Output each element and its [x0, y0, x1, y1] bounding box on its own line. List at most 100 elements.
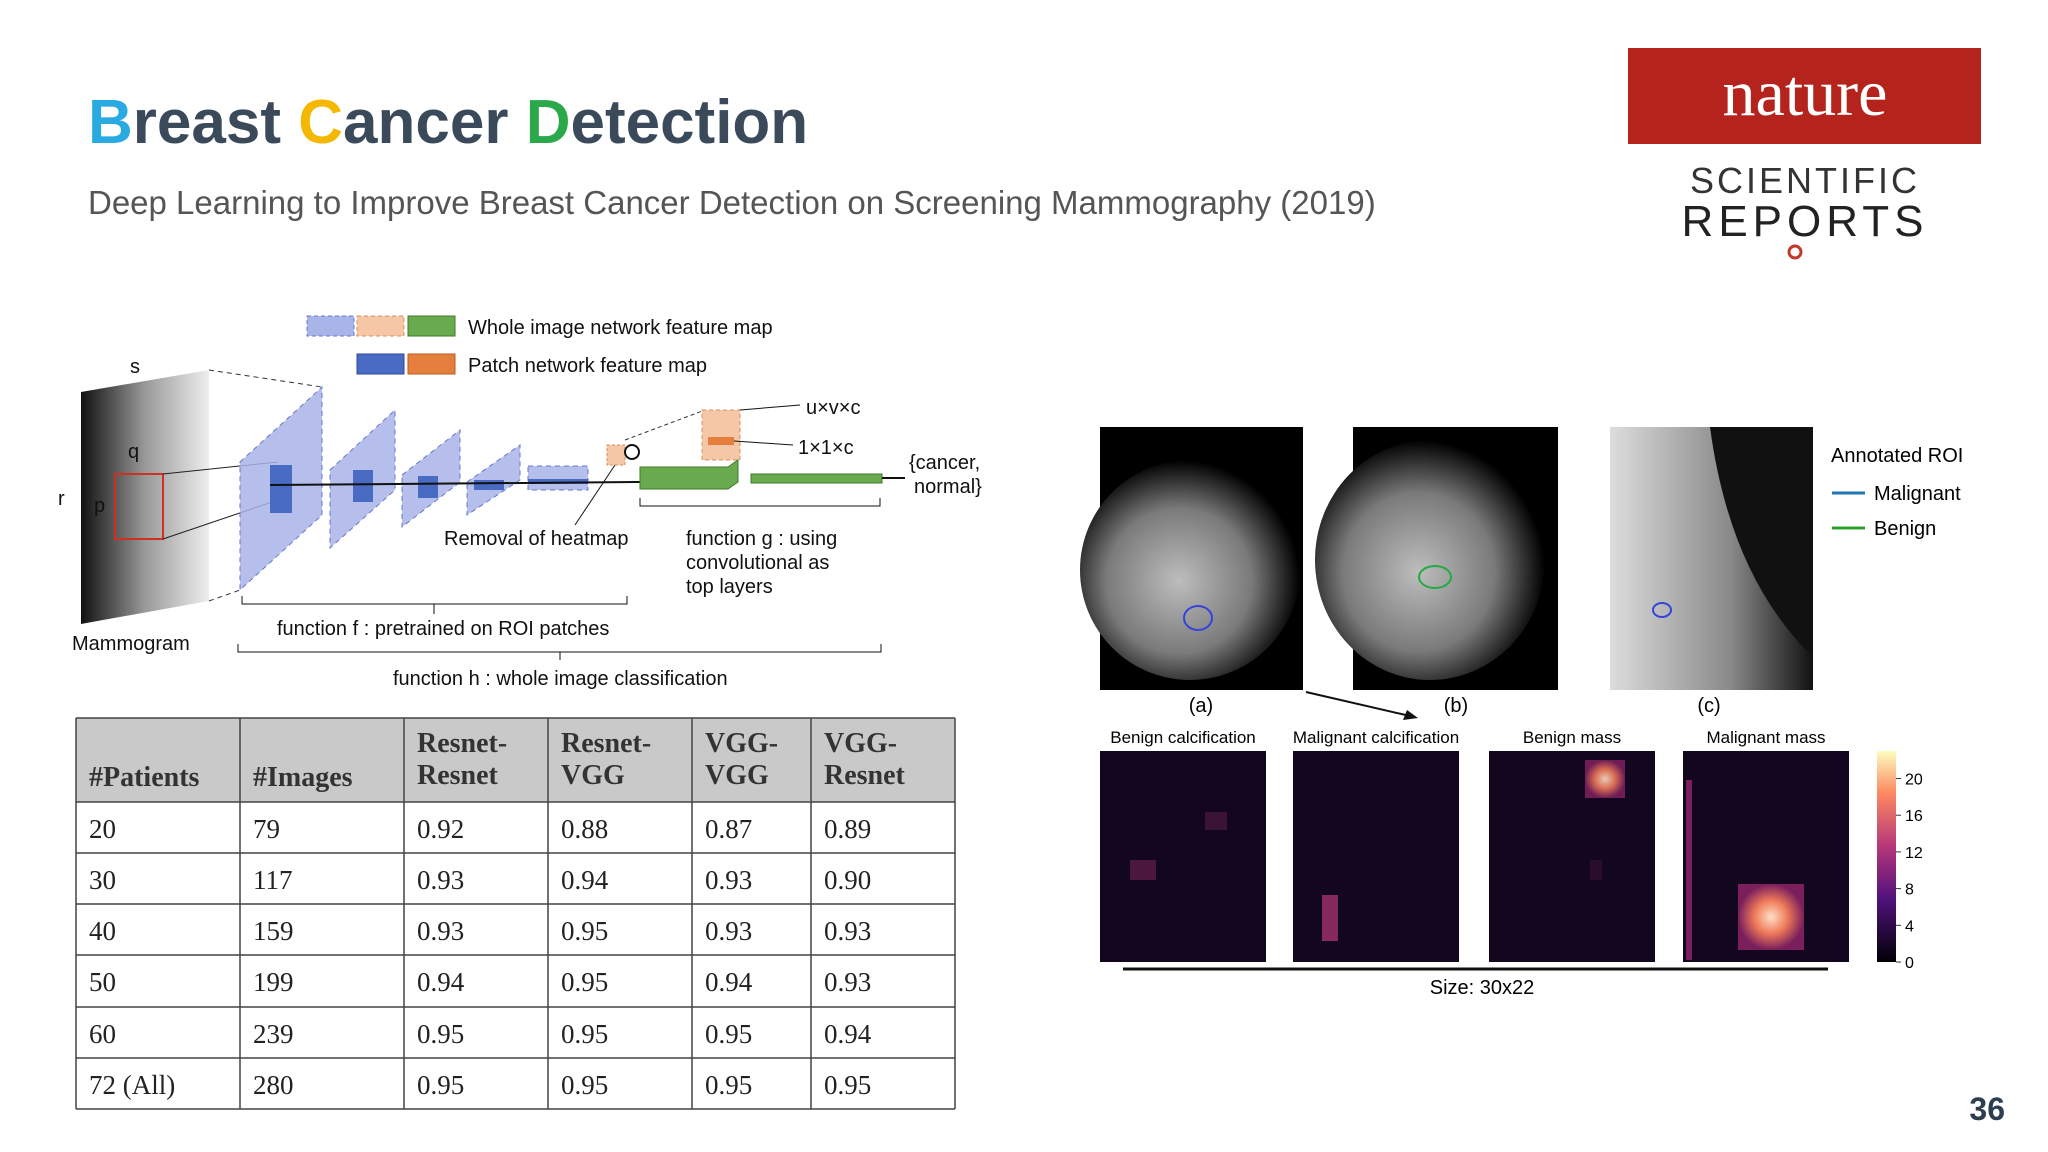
heatmap-block [701, 409, 741, 461]
heatmap-block [606, 444, 626, 466]
table-cell: 0.95 [561, 967, 608, 997]
patch-block [528, 479, 588, 484]
table-header-cell: Resnet- [417, 728, 507, 759]
table-cell: 0.87 [705, 814, 752, 844]
legend-swatch [407, 315, 456, 337]
table-header-cell: VGG [705, 760, 769, 791]
label: Mammogram [72, 633, 190, 655]
table-cell: 239 [253, 1019, 294, 1049]
table-cell: 0.95 [705, 1070, 752, 1100]
arrow [1305, 691, 1411, 717]
heatmap-title: Malignant calcification [1293, 728, 1459, 747]
subtitle: Deep Learning to Improve Breast Cancer D… [88, 184, 1376, 221]
logo-gear [1787, 244, 1803, 260]
label: u×v×c [806, 397, 860, 419]
table-cell: 72 (All) [89, 1070, 175, 1100]
title-part: D [526, 88, 571, 157]
roi-benign [1418, 565, 1452, 589]
patch-slice [708, 437, 734, 445]
table-cell: 280 [253, 1070, 294, 1100]
magnifier [624, 444, 640, 460]
top-layer [750, 473, 883, 484]
roi-malignant [1652, 602, 1672, 618]
table-cell: 0.95 [561, 1070, 608, 1100]
label: normal} [914, 476, 982, 498]
legend-swatch [407, 353, 456, 375]
label: convolutional as [686, 552, 829, 574]
table-cell: 0.95 [417, 1070, 464, 1100]
title-part: B [88, 88, 133, 157]
table-cell: 0.94 [561, 865, 609, 895]
title-part: reast [133, 88, 298, 157]
table-cell: 0.95 [561, 916, 608, 946]
colorbar-ticks: 20 16 12 8 4 0 [1896, 772, 1923, 972]
label: Removal of heatmap [444, 528, 629, 550]
label: s [130, 356, 140, 378]
roi-malignant [1183, 605, 1213, 631]
table-cell: 0.89 [824, 814, 871, 844]
feature-block [527, 465, 589, 491]
roi-box [114, 473, 164, 540]
table-cell: 0.93 [824, 967, 871, 997]
table-cell: 0.94 [417, 967, 465, 997]
title-part: etection [570, 88, 808, 157]
heatmap [1489, 751, 1655, 962]
table-header-cell: Resnet- [561, 728, 651, 759]
logo-line2: REPORTS [1682, 197, 1929, 246]
bracket-h [237, 644, 882, 660]
pointer [739, 404, 801, 411]
page-number: 36 [1969, 1091, 2005, 1127]
legend-swatch [306, 315, 355, 337]
label: q [128, 441, 139, 463]
colorbar-tick-label: 12 [1905, 845, 1923, 862]
title-part: C [298, 88, 343, 157]
table-cell: 40 [89, 916, 116, 946]
table-cell: 0.94 [705, 967, 753, 997]
patch-block [270, 465, 292, 513]
roi-legend-label: Malignant [1874, 483, 1961, 505]
diagram [81, 315, 905, 660]
patch-block [474, 480, 504, 490]
table-cell: 30 [89, 865, 116, 895]
heatmaps: Benign calcification Malignant calcificat… [1100, 728, 1849, 962]
colorbar-tick-label: 8 [1905, 882, 1914, 899]
breast-b [1315, 440, 1545, 680]
heatmap-spot [1322, 895, 1338, 941]
colorbar-tick-label: 16 [1905, 808, 1923, 825]
label: function f : pretrained on ROI patches [277, 618, 609, 640]
logo-line1: SCIENTIFIC [1690, 160, 1920, 201]
label: p [94, 495, 105, 517]
nature-logo: nature [1723, 57, 1888, 130]
pointer [733, 440, 794, 446]
label: function g : using [686, 528, 837, 550]
heatmap-edge [1686, 780, 1692, 960]
table-cell: 0.92 [417, 814, 464, 844]
bracket-f [241, 596, 628, 614]
legend-label: Patch network feature map [468, 355, 707, 377]
table-cell: 0.93 [705, 916, 752, 946]
table-cell: 0.95 [824, 1070, 871, 1100]
table-cell: 0.93 [417, 865, 464, 895]
table-header-cell: VGG [561, 760, 625, 791]
legend-label: Whole image network feature map [468, 317, 773, 339]
connector [624, 409, 706, 441]
table-header-cell: Resnet [417, 760, 499, 791]
heatmap [1293, 751, 1459, 962]
arrow-head [1403, 710, 1418, 720]
heatmap-title: Benign mass [1523, 728, 1621, 747]
label: 1×1×c [798, 437, 854, 459]
title: Breast Cancer Detection [88, 88, 808, 157]
heatmap-spot [1585, 760, 1625, 798]
results-table: #Patients #ImagesResnet-ResnetResnet-VGGV… [75, 717, 956, 1110]
title-part: ancer [343, 88, 526, 157]
table-cell: 20 [89, 814, 116, 844]
table-header-cell: VGG- [824, 728, 897, 759]
table-cell: 0.93 [705, 865, 752, 895]
table-cell: 0.95 [705, 1019, 752, 1049]
table-cell: 60 [89, 1019, 116, 1049]
table-header-cell: Resnet [824, 760, 906, 791]
heatmap-spot [1130, 860, 1156, 880]
bracket-g [639, 498, 881, 507]
legend-swatch [356, 353, 405, 375]
